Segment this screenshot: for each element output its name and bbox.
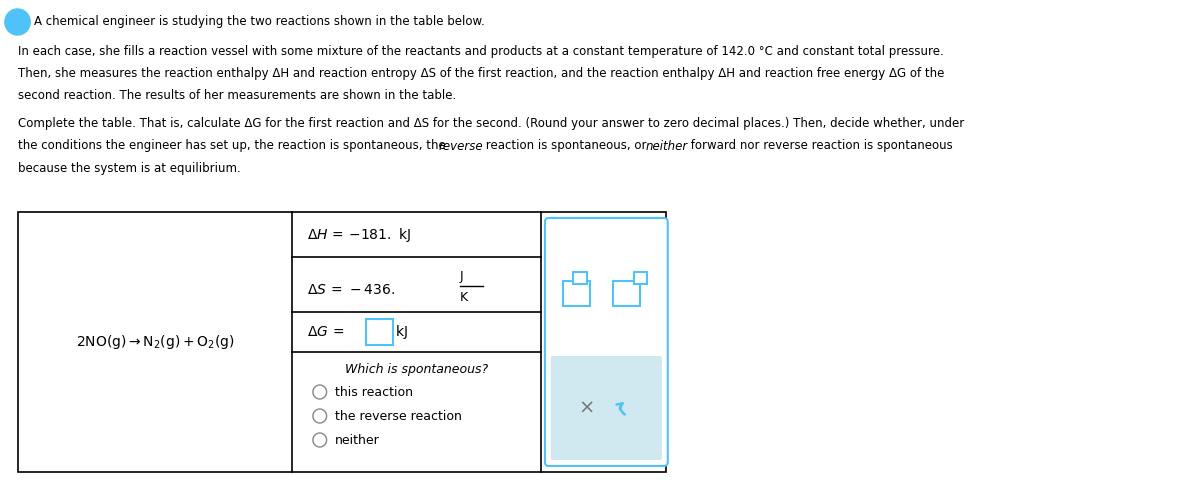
Text: reaction is spontaneous, or: reaction is spontaneous, or [481, 139, 650, 152]
Text: this reaction: this reaction [335, 385, 413, 398]
FancyBboxPatch shape [634, 272, 647, 284]
Text: ×: × [578, 398, 595, 418]
Text: neither: neither [646, 139, 688, 152]
Text: $\mathrm{kJ}$: $\mathrm{kJ}$ [395, 323, 408, 341]
Text: neither: neither [335, 434, 380, 447]
Text: because the system is at equilibrium.: because the system is at equilibrium. [18, 162, 240, 175]
Text: Then, she measures the reaction enthalpy ΔH and reaction entropy ΔS of the first: Then, she measures the reaction enthalpy… [18, 67, 944, 80]
FancyBboxPatch shape [613, 281, 641, 306]
Circle shape [313, 433, 326, 447]
Text: the reverse reaction: the reverse reaction [335, 409, 462, 423]
Bar [18, 212, 666, 472]
Text: reverse: reverse [438, 139, 482, 152]
Text: In each case, she fills a reaction vessel with some mixture of the reactants and: In each case, she fills a reaction vesse… [18, 45, 943, 59]
Text: Which is spontaneous?: Which is spontaneous? [346, 363, 488, 376]
FancyBboxPatch shape [574, 272, 587, 284]
Text: $\mathregular{2NO(g) \rightarrow N_2(g) + O_2(g)}$: $\mathregular{2NO(g) \rightarrow N_2(g) … [76, 333, 234, 351]
FancyBboxPatch shape [551, 356, 662, 460]
Text: $\Delta S\,=\,-436.$: $\Delta S\,=\,-436.$ [307, 283, 395, 297]
Text: $\Delta G\,=$: $\Delta G\,=$ [307, 325, 344, 339]
Text: A chemical engineer is studying the two reactions shown in the table below.: A chemical engineer is studying the two … [34, 15, 485, 29]
Text: $\Delta H\,=\,{-181.\ \mathrm{kJ}}$: $\Delta H\,=\,{-181.\ \mathrm{kJ}}$ [307, 226, 410, 243]
Circle shape [5, 9, 30, 35]
FancyBboxPatch shape [545, 218, 667, 466]
Circle shape [313, 385, 326, 399]
Text: second reaction. The results of her measurements are shown in the table.: second reaction. The results of her meas… [18, 90, 456, 103]
Text: Complete the table. That is, calculate ΔG for the first reaction and ΔS for the : Complete the table. That is, calculate Δ… [18, 118, 964, 131]
Text: J: J [460, 270, 463, 283]
Text: K: K [460, 291, 468, 304]
FancyBboxPatch shape [563, 281, 590, 306]
FancyBboxPatch shape [366, 319, 392, 345]
Circle shape [313, 409, 326, 423]
Text: the conditions the engineer has set up, the reaction is spontaneous, the: the conditions the engineer has set up, … [18, 139, 449, 152]
Text: forward nor reverse reaction is spontaneous: forward nor reverse reaction is spontane… [686, 139, 953, 152]
